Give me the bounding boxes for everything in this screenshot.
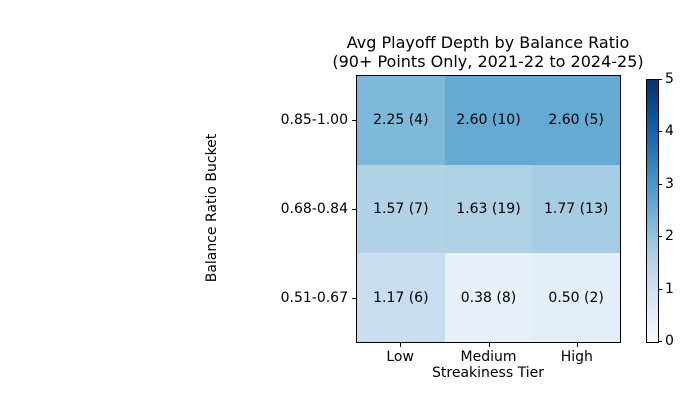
y-tick-mark [352, 119, 356, 121]
y-axis-label: Balance Ratio Bucket [204, 133, 220, 283]
cell-annotation: 2.60 (10) [456, 112, 521, 129]
colorbar-tick-mark [658, 79, 662, 80]
colorbar-tick-label: 1 [665, 280, 674, 297]
colorbar-tick-label: 5 [665, 71, 674, 87]
cell-annotation: 2.25 (4) [373, 112, 429, 129]
colorbar [646, 79, 659, 343]
colorbar-tick-mark [658, 183, 662, 185]
colorbar-tick-mark [658, 288, 662, 290]
y-tick-mark [352, 298, 356, 300]
chart-title: Avg Playoff Depth by Balance Ratio (90+ … [288, 33, 688, 71]
x-tick-label: High [560, 349, 593, 365]
cell-annotation: 1.57 (7) [373, 200, 429, 217]
x-tick-mark [576, 343, 578, 347]
heatmap-cell: 0.50 (2) [532, 253, 620, 342]
x-tick-label: Medium [460, 349, 517, 365]
chart-title-line1: Avg Playoff Depth by Balance Ratio [346, 33, 630, 52]
heatmap-cell: 1.63 (19) [444, 164, 533, 254]
colorbar-tick-label: 4 [665, 123, 674, 140]
colorbar-tick-label: 2 [665, 228, 674, 245]
cell-annotation: 2.60 (5) [548, 112, 604, 129]
heatmap-cell: 2.60 (10) [444, 76, 533, 165]
x-tick-mark [400, 343, 402, 347]
heatmap-cell: 1.77 (13) [532, 164, 620, 254]
cell-annotation: 1.63 (19) [456, 200, 521, 217]
heatmap-cell: 1.57 (7) [357, 164, 445, 254]
colorbar-tick-label: 3 [665, 175, 674, 192]
y-tick-label: 0.85-1.00 [280, 111, 348, 128]
heatmap-grid: 2.25 (4) 2.60 (10) 2.60 (5) 1.57 (7) 1.63 (1… [356, 75, 621, 343]
heatmap-cell: 2.60 (5) [532, 76, 620, 165]
cell-annotation: 0.38 (8) [460, 289, 517, 306]
heatmap-cell: 0.38 (8) [444, 253, 533, 342]
colorbar-tick-label: 0 [665, 333, 674, 349]
cell-annotation: 0.50 (2) [548, 289, 604, 306]
y-tick-mark [352, 209, 356, 210]
heatmap-cell: 1.17 (6) [357, 253, 445, 342]
colorbar-tick-mark [658, 236, 662, 238]
x-tick-label: Low [386, 349, 414, 365]
colorbar-tick-mark [658, 131, 662, 133]
cell-annotation: 1.77 (13) [543, 200, 609, 217]
y-tick-label: 0.68-0.84 [280, 201, 348, 217]
x-tick-mark [488, 343, 490, 347]
y-tick-label: 0.51-0.67 [280, 290, 348, 307]
chart-title-line2: (90+ Points Only, 2021-22 to 2024-25) [332, 52, 644, 71]
cell-annotation: 1.17 (6) [373, 289, 429, 306]
x-axis-label: Streakiness Tier [432, 365, 544, 381]
colorbar-tick-mark [658, 341, 662, 342]
heatmap-cell: 2.25 (4) [357, 76, 445, 165]
